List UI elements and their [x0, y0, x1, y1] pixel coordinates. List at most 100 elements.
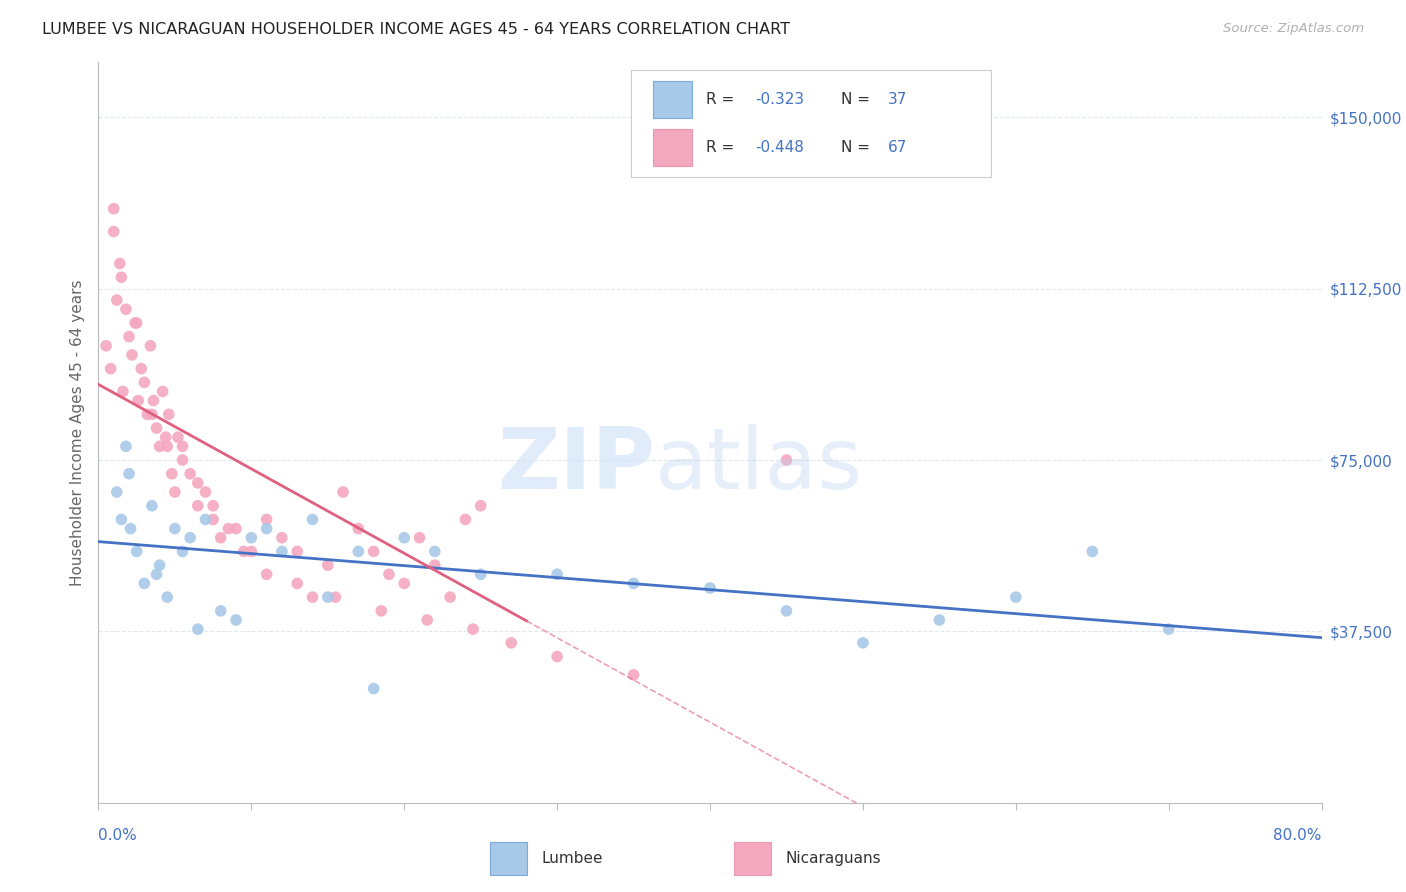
Point	[423, 544, 446, 558]
Point	[461, 622, 484, 636]
Point	[129, 361, 152, 376]
Point	[127, 393, 149, 408]
Point	[623, 668, 645, 682]
Point	[187, 475, 209, 490]
Point	[160, 467, 183, 481]
Point	[392, 576, 416, 591]
Point	[270, 544, 294, 558]
Point	[623, 576, 645, 591]
Point	[103, 202, 125, 216]
Point	[145, 421, 167, 435]
Point	[775, 453, 797, 467]
Point	[439, 590, 461, 604]
Point	[470, 567, 492, 582]
Point	[163, 485, 186, 500]
Bar	[489, 842, 526, 875]
Point	[163, 522, 186, 536]
Point	[928, 613, 950, 627]
Point	[110, 270, 132, 285]
Point	[370, 604, 392, 618]
Point	[1081, 544, 1104, 558]
Y-axis label: Householder Income Ages 45 - 64 years: Householder Income Ages 45 - 64 years	[69, 279, 84, 586]
Point	[209, 604, 232, 618]
Bar	[734, 842, 772, 875]
Point	[285, 544, 308, 558]
Point	[232, 544, 254, 558]
Point	[256, 512, 278, 526]
Point	[240, 531, 263, 545]
Point	[139, 339, 162, 353]
Point	[392, 531, 416, 545]
Text: 37: 37	[887, 93, 907, 107]
Point	[110, 512, 132, 526]
Point	[363, 544, 385, 558]
Point	[125, 544, 148, 558]
Point	[124, 316, 146, 330]
Point	[225, 613, 247, 627]
Point	[332, 485, 354, 500]
Point	[209, 531, 232, 545]
Point	[118, 467, 141, 481]
Point	[416, 613, 439, 627]
Text: Nicaraguans: Nicaraguans	[786, 851, 882, 866]
Point	[240, 544, 263, 558]
Point	[157, 408, 180, 422]
Point	[325, 590, 347, 604]
Point	[118, 329, 141, 343]
Text: R =: R =	[706, 93, 740, 107]
Point	[142, 393, 165, 408]
Bar	[652, 128, 692, 166]
Point	[167, 430, 190, 444]
Point	[172, 544, 194, 558]
Point	[316, 590, 339, 604]
Point	[172, 439, 194, 453]
Text: -0.448: -0.448	[755, 140, 804, 154]
Point	[94, 339, 117, 353]
Point	[172, 453, 194, 467]
Point	[136, 408, 159, 422]
Text: 67: 67	[887, 140, 907, 154]
Point	[194, 485, 217, 500]
Point	[115, 439, 138, 453]
Text: N =: N =	[841, 140, 875, 154]
Point	[470, 499, 492, 513]
Point	[1157, 622, 1180, 636]
Text: ZIP: ZIP	[498, 425, 655, 508]
Point	[347, 544, 370, 558]
Text: 80.0%: 80.0%	[1274, 828, 1322, 843]
Point	[108, 256, 131, 270]
Text: -0.323: -0.323	[755, 93, 804, 107]
Point	[115, 302, 138, 317]
Point	[270, 531, 294, 545]
Point	[187, 622, 209, 636]
Point	[225, 522, 247, 536]
Point	[125, 316, 148, 330]
Point	[347, 522, 370, 536]
Point	[301, 512, 323, 526]
Point	[105, 293, 128, 307]
Point	[103, 225, 125, 239]
Point	[111, 384, 134, 399]
Point	[775, 604, 797, 618]
Point	[100, 361, 122, 376]
Point	[301, 590, 323, 604]
Point	[179, 531, 201, 545]
Point	[202, 512, 225, 526]
Point	[155, 430, 177, 444]
Point	[363, 681, 385, 696]
Point	[202, 499, 225, 513]
Point	[149, 439, 172, 453]
Point	[194, 512, 217, 526]
Point	[152, 384, 174, 399]
Text: LUMBEE VS NICARAGUAN HOUSEHOLDER INCOME AGES 45 - 64 YEARS CORRELATION CHART: LUMBEE VS NICARAGUAN HOUSEHOLDER INCOME …	[42, 22, 790, 37]
Point	[134, 376, 156, 390]
Point	[423, 558, 446, 573]
Point	[145, 567, 167, 582]
Text: 0.0%: 0.0%	[98, 828, 138, 843]
Bar	[630, 70, 991, 178]
Point	[105, 485, 128, 500]
Point	[179, 467, 201, 481]
Point	[187, 499, 209, 513]
Point	[156, 439, 179, 453]
Point	[121, 348, 143, 362]
